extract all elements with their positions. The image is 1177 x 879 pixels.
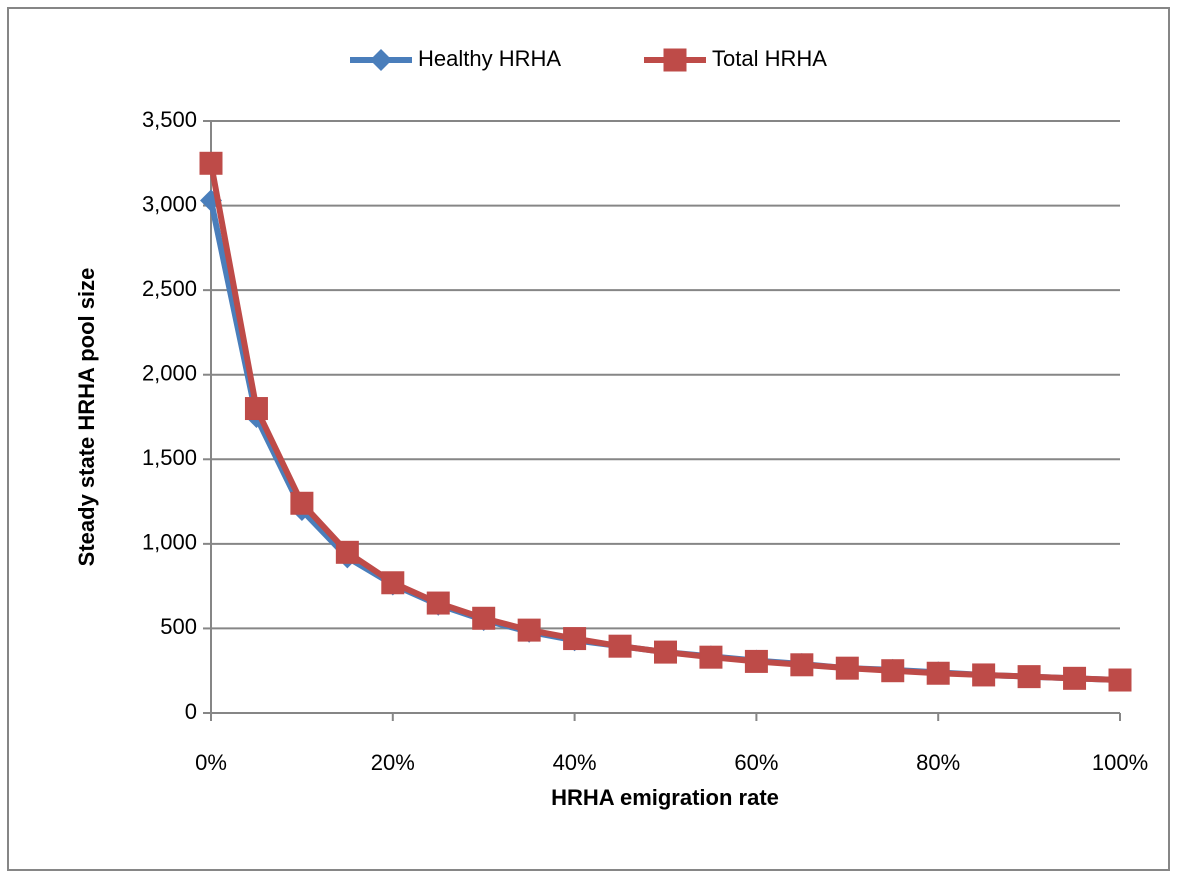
y-tick-label: 3,000 (142, 191, 197, 216)
data-point (790, 653, 814, 677)
y-tick-label: 2,500 (142, 276, 197, 301)
data-point (1108, 668, 1132, 692)
legend-label: Healthy HRHA (418, 46, 561, 71)
x-axis-title: HRHA emigration rate (551, 785, 779, 810)
data-point (654, 640, 677, 664)
data-point (472, 606, 496, 630)
data-point (517, 618, 541, 642)
x-tick-label: 80% (916, 750, 960, 775)
y-axis-title: Steady state HRHA pool size (74, 268, 99, 567)
data-point (290, 491, 314, 515)
data-point (426, 591, 450, 615)
y-tick-label: 1,500 (142, 445, 197, 470)
data-point (1063, 666, 1087, 690)
data-point (244, 397, 268, 421)
data-point (381, 571, 405, 595)
data-point (699, 645, 723, 669)
data-point (199, 151, 223, 175)
chart-border (7, 7, 1170, 871)
data-point (1017, 665, 1041, 689)
y-tick-label: 3,500 (142, 107, 197, 132)
x-tick-label: 20% (371, 750, 415, 775)
data-point (881, 659, 905, 683)
legend-label: Total HRHA (712, 46, 827, 71)
legend-marker (370, 49, 392, 71)
x-tick-label: 40% (553, 750, 597, 775)
data-point (563, 627, 587, 651)
data-point (744, 649, 768, 673)
y-tick-label: 500 (160, 614, 197, 639)
data-point (972, 663, 996, 687)
data-point (335, 540, 359, 564)
data-point (608, 634, 632, 658)
x-tick-label: 60% (734, 750, 778, 775)
x-tick-label: 100% (1092, 750, 1148, 775)
x-tick-label: 0% (195, 750, 227, 775)
data-point (835, 656, 859, 680)
y-tick-label: 1,000 (142, 530, 197, 555)
y-tick-label: 0 (185, 699, 197, 724)
data-point (926, 661, 950, 685)
legend-marker (663, 48, 687, 72)
y-tick-label: 2,000 (142, 361, 197, 386)
